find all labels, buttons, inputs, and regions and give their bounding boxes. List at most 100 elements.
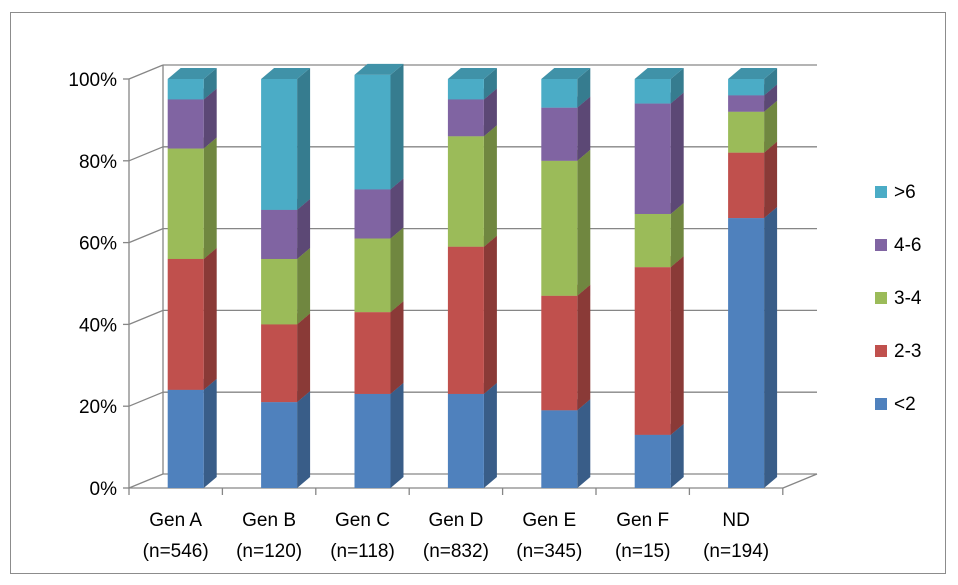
- bar-front-face: [261, 79, 298, 210]
- gridline-depth: [128, 64, 164, 80]
- gridline-depth: [128, 473, 164, 489]
- legend-item: 2-3: [875, 341, 921, 362]
- bar-side-face: [764, 141, 778, 219]
- bar-side-face: [483, 235, 497, 394]
- bar-side-face: [203, 88, 217, 149]
- y-tick-label: 100%: [68, 70, 117, 91]
- bar-side-face: [297, 68, 311, 210]
- bar-front-face: [354, 312, 391, 394]
- bar-front-face: [447, 136, 484, 247]
- x-tick-label: Gen E: [522, 510, 576, 531]
- bar-front-face: [634, 267, 671, 435]
- bar-side-face: [577, 96, 591, 161]
- bar-segment: [354, 63, 404, 190]
- x-tick-label: (n=120): [236, 541, 302, 562]
- x-tick-label: Gen F: [616, 510, 669, 531]
- legend-label: 3-4: [894, 288, 922, 309]
- legend-label: <2: [894, 394, 916, 415]
- bar-side-face: [390, 63, 404, 190]
- legend-label: 2-3: [894, 341, 921, 362]
- floor-right-edge: [782, 473, 818, 489]
- bar-segment: [167, 68, 217, 100]
- bar-front-face: [167, 148, 204, 259]
- bar-side-face: [297, 247, 311, 325]
- bar-top-face: [167, 68, 217, 79]
- bar-top-face: [541, 68, 591, 79]
- x-tick-label: Gen C: [335, 510, 390, 531]
- bar-segment: [634, 256, 684, 435]
- y-tick-label: 60%: [79, 234, 117, 255]
- bar-side-face: [670, 68, 684, 104]
- bar-segment: [728, 68, 778, 96]
- legend-label: 4-6: [894, 235, 921, 256]
- bar-front-face: [634, 103, 671, 214]
- axis-layer: 0% 20% 40% 60% 80% 100% Gen A (n=546) Gen B (n=12…: [68, 70, 784, 562]
- bar-front-face: [634, 213, 671, 268]
- bar-front-face: [447, 79, 484, 100]
- legend: >6 4-6 3-4 2-3 <2: [875, 182, 922, 415]
- legend-item: 4-6: [875, 235, 921, 256]
- bar-front-face: [261, 324, 298, 403]
- x-tick-label: (n=118): [330, 541, 395, 562]
- legend-swatch: [875, 239, 887, 251]
- bar-side-face: [670, 202, 684, 268]
- bar-segment: [167, 378, 217, 488]
- bar-front-face: [634, 79, 671, 104]
- y-tick-label: 20%: [79, 397, 117, 418]
- bar-front-face: [447, 393, 484, 488]
- gridline-depth: [128, 146, 164, 162]
- bar-side-face: [577, 68, 591, 108]
- bar-front-face: [354, 393, 391, 488]
- gridline-depth: [128, 391, 164, 407]
- chart-frame: 0% 20% 40% 60% 80% 100% Gen A (n=546) Gen B (n=12…: [10, 12, 946, 574]
- x-tick-label: (n=194): [703, 541, 769, 562]
- bar-segment: [634, 92, 684, 214]
- bar-top-face: [634, 68, 684, 79]
- bar-side-face: [390, 227, 404, 313]
- bar-segment: [261, 68, 311, 210]
- bar-side-face: [483, 68, 497, 100]
- bar-segment: [447, 68, 497, 100]
- bar-front-face: [167, 389, 204, 488]
- bar-side-face: [483, 88, 497, 137]
- bar-side-face: [390, 178, 404, 239]
- bar-segment: [447, 235, 497, 394]
- legend-swatch: [875, 345, 887, 357]
- bar-side-face: [764, 100, 778, 153]
- legend-swatch: [875, 398, 887, 410]
- bar-side-face: [203, 68, 217, 100]
- x-tick-label: (n=832): [423, 541, 489, 562]
- bar-front-face: [354, 238, 391, 313]
- legend-item: 3-4: [875, 288, 922, 309]
- bar-segment: [541, 284, 591, 411]
- bar-side-face: [297, 313, 311, 403]
- bar-front-face: [167, 79, 204, 100]
- bar-side-face: [483, 125, 497, 247]
- bar-side-face: [764, 84, 778, 112]
- bar-segment: [167, 247, 217, 390]
- legend-swatch: [875, 186, 887, 198]
- bar-segment: [728, 141, 778, 219]
- bar-side-face: [577, 284, 591, 411]
- bar-front-face: [447, 99, 484, 137]
- bar-front-face: [261, 258, 298, 325]
- bar-segment: [634, 68, 684, 104]
- bar-front-face: [167, 99, 204, 149]
- bar-side-face: [670, 256, 684, 435]
- bar-side-face: [764, 68, 778, 96]
- x-tick-label: Gen A: [149, 510, 202, 531]
- bar-top-face: [261, 68, 311, 79]
- bar-front-face: [728, 152, 765, 219]
- bar-top-face: [354, 63, 404, 75]
- bar-side-face: [203, 378, 217, 488]
- bar-front-face: [541, 79, 578, 108]
- gridline-depth: [128, 309, 164, 326]
- bar-front-face: [261, 402, 298, 488]
- bar-segment: [541, 68, 591, 108]
- bar-top-face: [728, 68, 778, 79]
- bar-side-face: [203, 247, 217, 390]
- bar-front-face: [541, 410, 578, 488]
- legend-label: >6: [894, 182, 916, 203]
- bar-segment: [261, 247, 311, 325]
- bar-front-face: [728, 95, 765, 112]
